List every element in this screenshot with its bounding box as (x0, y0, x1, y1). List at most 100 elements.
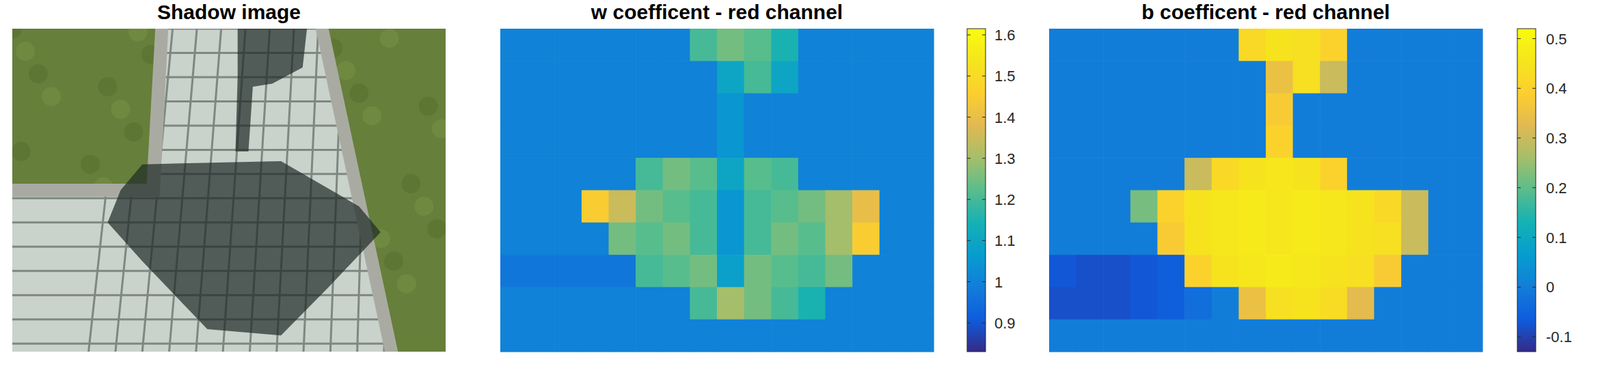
heatmap-cell (1265, 254, 1294, 288)
heatmap-cell (1455, 319, 1483, 353)
heatmap-cell (1103, 125, 1131, 159)
heatmap-cell (1211, 319, 1240, 353)
heatmap-cell (1130, 28, 1158, 62)
colorbar-tick-label: 0.4 (1546, 79, 1568, 98)
heatmap-cell (1157, 287, 1186, 320)
heatmap-cell (1374, 125, 1402, 159)
heatmap-cell (1157, 157, 1186, 191)
tile-line (12, 28, 446, 31)
heatmap-cell (716, 157, 745, 191)
heatmap-cell (906, 28, 934, 62)
heatmap-cell (500, 222, 528, 256)
heatmap-cell (1103, 190, 1131, 224)
tile-line (12, 148, 446, 152)
heatmap-cell (1319, 28, 1348, 62)
heatmap-cell (1184, 287, 1212, 320)
heatmap-cell (554, 157, 582, 191)
heatmap-cell (852, 222, 880, 256)
heatmap-cell (1049, 254, 1077, 288)
heatmap-cell (744, 190, 772, 224)
grass-texture (80, 155, 100, 175)
heatmap-cell (770, 287, 799, 320)
colorbar-tick (1517, 237, 1521, 238)
heatmap-cell (1428, 157, 1456, 191)
heatmap-cell (879, 93, 907, 127)
heatmap-cell (527, 60, 555, 94)
heatmap-cell (825, 287, 853, 320)
heatmap-cell (608, 254, 637, 288)
grass-texture (427, 219, 446, 239)
heatmap-cell (1076, 60, 1104, 94)
heatmap-cell (1401, 319, 1429, 353)
heatmap-cell (1130, 287, 1158, 320)
colorbar-tick (1517, 336, 1521, 338)
heatmap-cell (1347, 60, 1375, 94)
heatmap-cell (1184, 93, 1212, 127)
heatmap-cell (1428, 125, 1456, 159)
grass-texture (397, 274, 417, 294)
heatmap-cell (1157, 254, 1186, 288)
colorbar-tick-label: 1.5 (994, 67, 1016, 85)
heatmap-cell (1319, 157, 1348, 191)
heatmap-cell (1103, 28, 1131, 62)
heatmap (500, 28, 935, 353)
heatmap-cell (1103, 222, 1131, 256)
heatmap-cell (662, 60, 691, 94)
tile-line (12, 75, 446, 78)
heatmap-cell (1076, 319, 1104, 353)
heatmap-cell (1455, 125, 1483, 159)
tile-line (12, 51, 446, 54)
heatmap-cell (1238, 254, 1266, 288)
heatmap-cell (581, 319, 609, 353)
colorbar-tick-label: 1.1 (994, 232, 1016, 250)
heatmap-cell (716, 60, 745, 94)
heatmap-cell (689, 190, 717, 224)
grass (12, 28, 446, 352)
heatmap-cell (527, 93, 555, 127)
heatmap-cell (527, 125, 555, 159)
heatmap-cell (852, 319, 880, 353)
heatmap-cell (1265, 190, 1294, 224)
heatmap-cell (1184, 60, 1212, 94)
colorbar-tick-label: 0.9 (994, 315, 1016, 333)
heatmap-cell (1238, 222, 1266, 256)
heatmap-cell (1157, 125, 1186, 159)
heatmap-cell (1374, 60, 1402, 94)
heatmap-cell (1130, 157, 1158, 191)
heatmap-cell (744, 157, 772, 191)
heatmap-cell (1319, 319, 1348, 353)
heatmap-cell (879, 222, 907, 256)
colorbar-tick (967, 34, 971, 36)
heatmap-cell (1374, 222, 1402, 256)
heatmap-cell (1157, 60, 1186, 94)
heatmap-cell (906, 254, 934, 288)
heatmap-cell (1076, 222, 1104, 256)
heatmap-cell (1347, 190, 1375, 224)
colorbar-tick (1532, 237, 1536, 238)
heatmap-cell (1374, 319, 1402, 353)
grass-texture (362, 106, 382, 126)
colorbar-tick (967, 157, 971, 159)
heatmap-cell (1049, 222, 1077, 256)
heatmap-cell (527, 287, 555, 320)
colorbar-tick-label: 0 (1546, 278, 1555, 296)
heatmap-cell (1103, 319, 1131, 353)
heatmap-cell (1293, 319, 1321, 353)
heatmap-cell (744, 287, 772, 320)
heatmap-cell (1211, 190, 1240, 224)
heatmap-cell (1265, 157, 1294, 191)
heatmap-cell (1293, 125, 1321, 159)
heatmap-cell (581, 287, 609, 320)
heatmap-cell (879, 319, 907, 353)
heatmap (1049, 28, 1484, 353)
heatmap-cell (1293, 222, 1321, 256)
heatmap-cell (798, 125, 826, 159)
colorbar-tick (1517, 88, 1521, 89)
heatmap-cell (1428, 190, 1456, 224)
heatmap-cell (825, 319, 853, 353)
heatmap-cell (1049, 157, 1077, 191)
heatmap-cell (1401, 28, 1429, 62)
heatmap-cell (581, 190, 609, 224)
grass-texture (349, 84, 369, 104)
heatmap-cell (1103, 157, 1131, 191)
